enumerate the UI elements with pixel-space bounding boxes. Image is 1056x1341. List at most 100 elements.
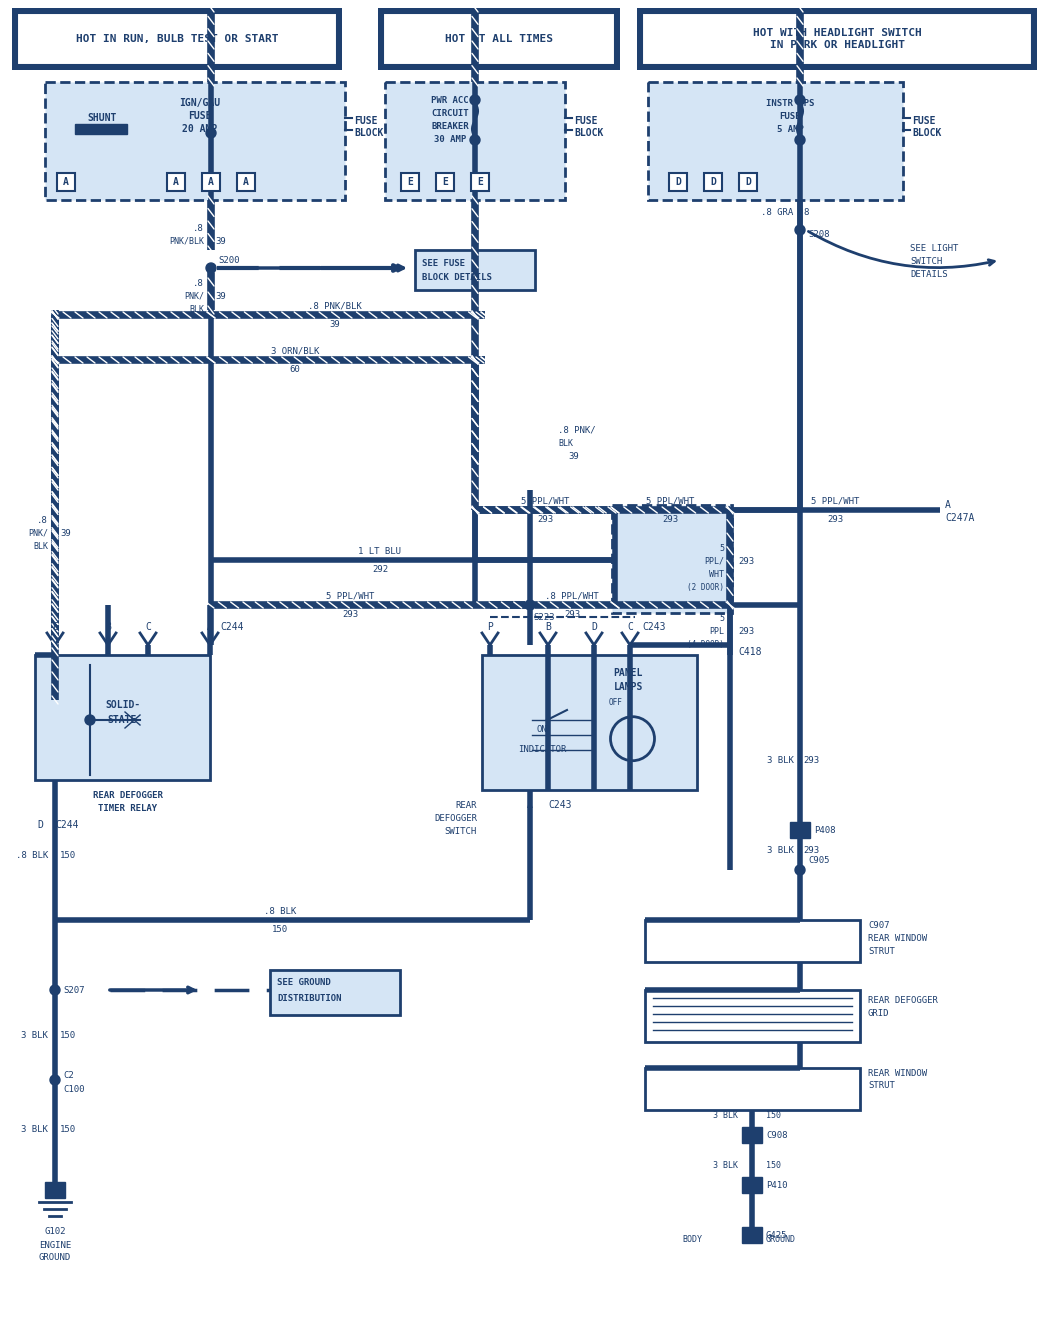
Text: PWR ACC: PWR ACC — [431, 95, 469, 105]
Bar — [45, 82, 345, 200]
Text: SEE FUSE: SEE FUSE — [422, 259, 465, 267]
Text: B: B — [105, 622, 111, 632]
Text: BODY: BODY — [682, 1235, 702, 1244]
Text: A: A — [63, 177, 69, 186]
Bar — [12, 8, 342, 70]
Text: S208: S208 — [808, 229, 830, 239]
Text: 293: 293 — [738, 626, 754, 636]
Text: FUSE: FUSE — [779, 111, 800, 121]
Text: 39: 39 — [215, 236, 226, 245]
Circle shape — [470, 135, 480, 145]
Text: B: B — [545, 622, 551, 632]
Text: D: D — [37, 819, 43, 830]
Text: C244: C244 — [55, 819, 78, 830]
Text: .8 GRA: .8 GRA — [760, 208, 793, 216]
Bar — [645, 990, 860, 1042]
Text: GROUND: GROUND — [766, 1235, 796, 1244]
Text: FUSE: FUSE — [354, 117, 377, 126]
Circle shape — [795, 135, 805, 145]
Text: REAR: REAR — [455, 801, 477, 810]
Text: GRID: GRID — [868, 1008, 889, 1018]
Bar — [57, 173, 75, 190]
Circle shape — [50, 1075, 60, 1085]
Text: 39: 39 — [568, 452, 579, 460]
Bar — [742, 1177, 762, 1193]
Text: 20 AMP: 20 AMP — [183, 123, 218, 134]
Text: BLOCK: BLOCK — [574, 127, 603, 138]
Text: 150: 150 — [60, 1125, 76, 1134]
Bar — [742, 1126, 762, 1143]
Bar — [637, 8, 1037, 70]
Text: FUSE: FUSE — [188, 111, 212, 121]
Text: D: D — [675, 177, 681, 186]
Text: 3 BLK: 3 BLK — [21, 1125, 48, 1134]
Text: PANEL: PANEL — [614, 668, 643, 679]
Text: 293: 293 — [536, 515, 553, 523]
Circle shape — [50, 986, 60, 995]
Text: ON: ON — [536, 724, 548, 734]
Circle shape — [795, 225, 805, 235]
Bar — [202, 173, 220, 190]
Bar — [790, 822, 810, 838]
Text: FUSE: FUSE — [912, 117, 936, 126]
Bar — [383, 13, 615, 64]
Bar — [415, 249, 535, 290]
Text: OFF: OFF — [608, 697, 622, 707]
Text: CIRCUIT: CIRCUIT — [431, 109, 469, 118]
Text: C908: C908 — [766, 1130, 788, 1140]
Text: 3 BLK: 3 BLK — [713, 1160, 738, 1169]
Circle shape — [525, 599, 535, 610]
Text: IGN/GAU: IGN/GAU — [180, 98, 221, 109]
Text: C247A: C247A — [945, 514, 975, 523]
Text: C905: C905 — [808, 856, 830, 865]
Bar — [167, 173, 185, 190]
Text: SOLID-: SOLID- — [105, 700, 140, 709]
Text: C100: C100 — [63, 1085, 84, 1093]
Text: PPL: PPL — [709, 626, 724, 636]
Text: 3 BLK: 3 BLK — [767, 845, 794, 854]
Text: PNK/: PNK/ — [29, 528, 48, 538]
Text: 3 BLK: 3 BLK — [713, 1110, 738, 1120]
Text: E: E — [477, 177, 483, 186]
Text: SEE LIGHT: SEE LIGHT — [910, 244, 959, 252]
Text: 60: 60 — [289, 365, 300, 374]
Text: 150: 150 — [60, 1030, 76, 1039]
Text: C244: C244 — [220, 622, 244, 632]
Text: PNK/: PNK/ — [184, 291, 204, 300]
Bar — [401, 173, 419, 190]
Text: 5 PPL/WHT: 5 PPL/WHT — [326, 591, 374, 601]
Text: SEE GROUND: SEE GROUND — [277, 978, 331, 987]
Circle shape — [206, 127, 216, 138]
Text: C243: C243 — [642, 622, 665, 632]
Circle shape — [206, 263, 216, 274]
Text: E: E — [407, 177, 413, 186]
Text: 39: 39 — [329, 319, 340, 329]
Bar — [75, 123, 127, 134]
Text: ENGINE: ENGINE — [39, 1240, 71, 1250]
Text: 293: 293 — [827, 515, 843, 523]
Bar — [378, 8, 620, 70]
Text: 150: 150 — [60, 850, 76, 860]
Bar — [385, 82, 565, 200]
Bar — [645, 1067, 860, 1110]
Text: (4 DOOR): (4 DOOR) — [687, 640, 724, 649]
Text: 5 AMP: 5 AMP — [776, 125, 804, 134]
Text: TIMER RELAY: TIMER RELAY — [98, 803, 157, 813]
Text: 292: 292 — [372, 565, 388, 574]
Bar — [471, 173, 489, 190]
Text: SWITCH: SWITCH — [445, 826, 477, 835]
Text: E: E — [52, 622, 58, 632]
Text: A: A — [945, 500, 950, 510]
Text: D: D — [591, 622, 597, 632]
Text: FUSE: FUSE — [574, 117, 598, 126]
Circle shape — [84, 715, 95, 725]
Text: REAR WINDOW: REAR WINDOW — [868, 1069, 927, 1078]
Text: .8 PNK/: .8 PNK/ — [558, 425, 596, 434]
Text: 3 BLK: 3 BLK — [21, 1030, 48, 1039]
Text: 3 BLK: 3 BLK — [767, 755, 794, 764]
Text: D: D — [746, 177, 751, 186]
Text: 5: 5 — [719, 613, 724, 622]
Bar — [670, 173, 687, 190]
Bar — [35, 654, 210, 780]
Bar — [45, 1181, 65, 1198]
